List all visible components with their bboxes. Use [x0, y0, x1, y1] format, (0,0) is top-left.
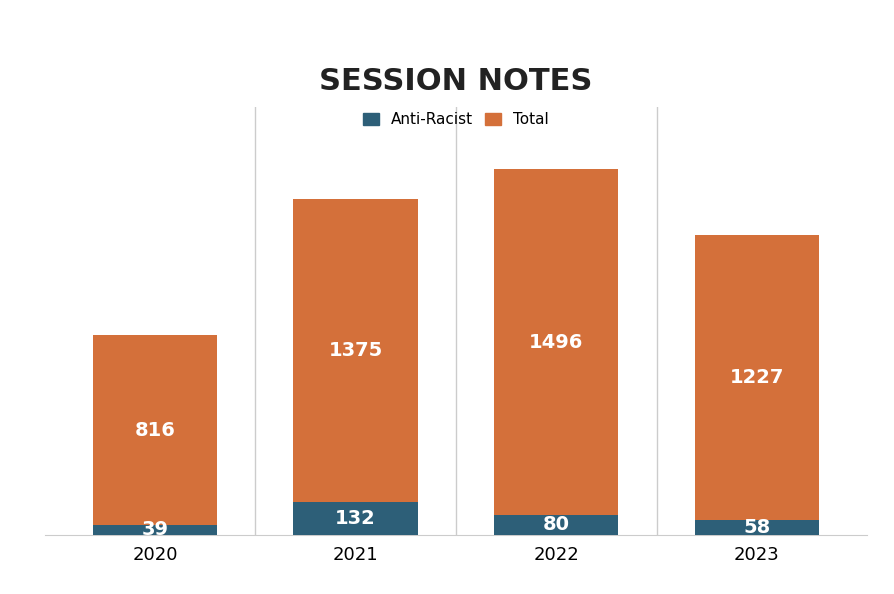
Text: 58: 58	[743, 518, 771, 537]
Bar	[93, 335, 217, 525]
Bar	[93, 525, 217, 535]
Bar	[494, 169, 619, 515]
Bar	[695, 235, 819, 520]
Text: 39: 39	[141, 520, 169, 539]
Bar	[293, 503, 417, 535]
Text: 1227: 1227	[730, 368, 784, 387]
Bar	[494, 515, 619, 535]
Text: 80: 80	[543, 516, 569, 535]
Text: 1496: 1496	[529, 333, 584, 352]
Bar	[293, 198, 417, 503]
Bar	[695, 520, 819, 535]
Title: SESSION NOTES: SESSION NOTES	[319, 67, 593, 96]
Legend: Anti-Racist, Total: Anti-Racist, Total	[358, 106, 554, 133]
Text: 1375: 1375	[328, 341, 383, 360]
Text: 132: 132	[335, 509, 376, 528]
Text: 816: 816	[135, 421, 175, 440]
